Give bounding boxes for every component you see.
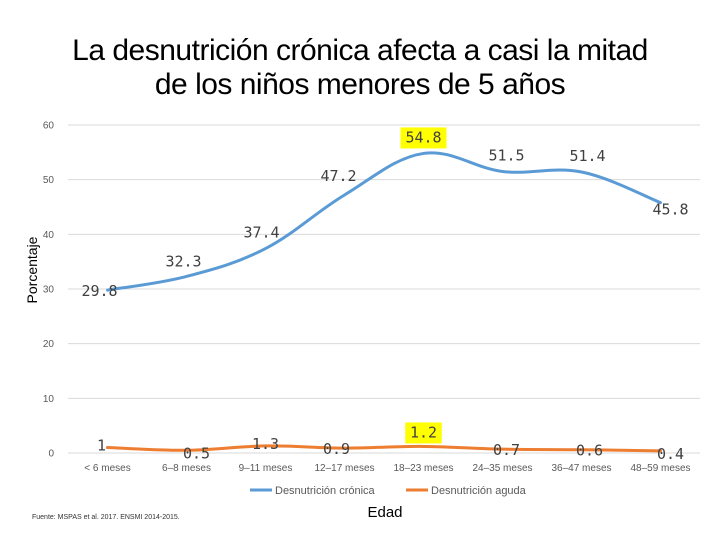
data-label-highlight <box>400 127 447 149</box>
legend-label: Desnutrición crónica <box>275 485 376 497</box>
data-label: 45.8 <box>652 201 688 219</box>
y-tick-label: 30 <box>43 285 55 296</box>
legend-label: Desnutrición aguda <box>431 485 527 497</box>
y-tick-label: 10 <box>43 394 55 405</box>
data-label: 1 <box>97 437 106 455</box>
chart-title-line-1: La desnutrición crónica afecta a casi la… <box>72 34 648 67</box>
data-label: 32.3 <box>165 252 201 270</box>
source-note: Fuente: MSPAS et al. 2017. ENSMI 2014-20… <box>32 514 180 521</box>
x-tick-label: 12–17 meses <box>314 463 374 474</box>
y-tick-label: 50 <box>43 175 55 186</box>
series-lines <box>106 151 662 453</box>
y-axis-ticks: 0 10 20 30 40 50 60 <box>43 121 55 460</box>
data-label: 1.2 <box>410 423 437 441</box>
y-axis-label: Porcentaje <box>24 236 40 303</box>
x-tick-label: 6–8 meses <box>162 463 211 474</box>
data-label: 0.7 <box>493 441 520 459</box>
data-label: 29.8 <box>81 282 117 300</box>
series-line-cronica <box>106 151 662 292</box>
y-tick-label: 40 <box>43 230 55 241</box>
data-label: 0.9 <box>323 440 350 458</box>
series-line-aguda <box>106 444 662 453</box>
data-labels: 29.8 32.3 37.4 47.2 54.8 51.5 51.4 45.8 1 0.5 1.3 0… <box>81 127 689 463</box>
x-axis-ticks: < 6 meses 6–8 meses 9–11 meses 12–17 meses 1… <box>84 463 690 474</box>
data-label: 37.4 <box>243 224 279 242</box>
y-tick-label: 0 <box>48 449 54 460</box>
x-tick-label: 9–11 meses <box>239 463 293 474</box>
data-label: 0.5 <box>183 444 210 462</box>
data-label: 51.5 <box>488 146 524 164</box>
data-label: 0.6 <box>576 442 603 460</box>
x-tick-label: 24–35 meses <box>472 463 532 474</box>
y-tick-label: 60 <box>43 121 55 132</box>
x-tick-label: 18–23 meses <box>393 463 453 474</box>
data-label: 1.3 <box>252 435 279 453</box>
legend: Desnutrición crónica Desnutrición aguda <box>250 485 527 497</box>
x-axis-label: Edad <box>367 504 402 521</box>
data-label: 51.4 <box>569 147 605 165</box>
x-tick-label: 48–59 meses <box>630 463 690 474</box>
x-tick-label: 36–47 meses <box>551 463 611 474</box>
x-tick-label: < 6 meses <box>84 463 130 474</box>
data-label: 54.8 <box>405 128 441 146</box>
chart-title-line-2: de los niños menores de 5 años <box>154 68 566 101</box>
gridlines <box>68 124 700 454</box>
data-label-highlight <box>405 422 442 444</box>
y-tick-label: 20 <box>43 339 55 350</box>
data-label: 47.2 <box>320 167 356 185</box>
data-label: 0.4 <box>657 445 684 463</box>
chart-title: La desnutrición crónica afecta a casi la… <box>0 34 720 102</box>
